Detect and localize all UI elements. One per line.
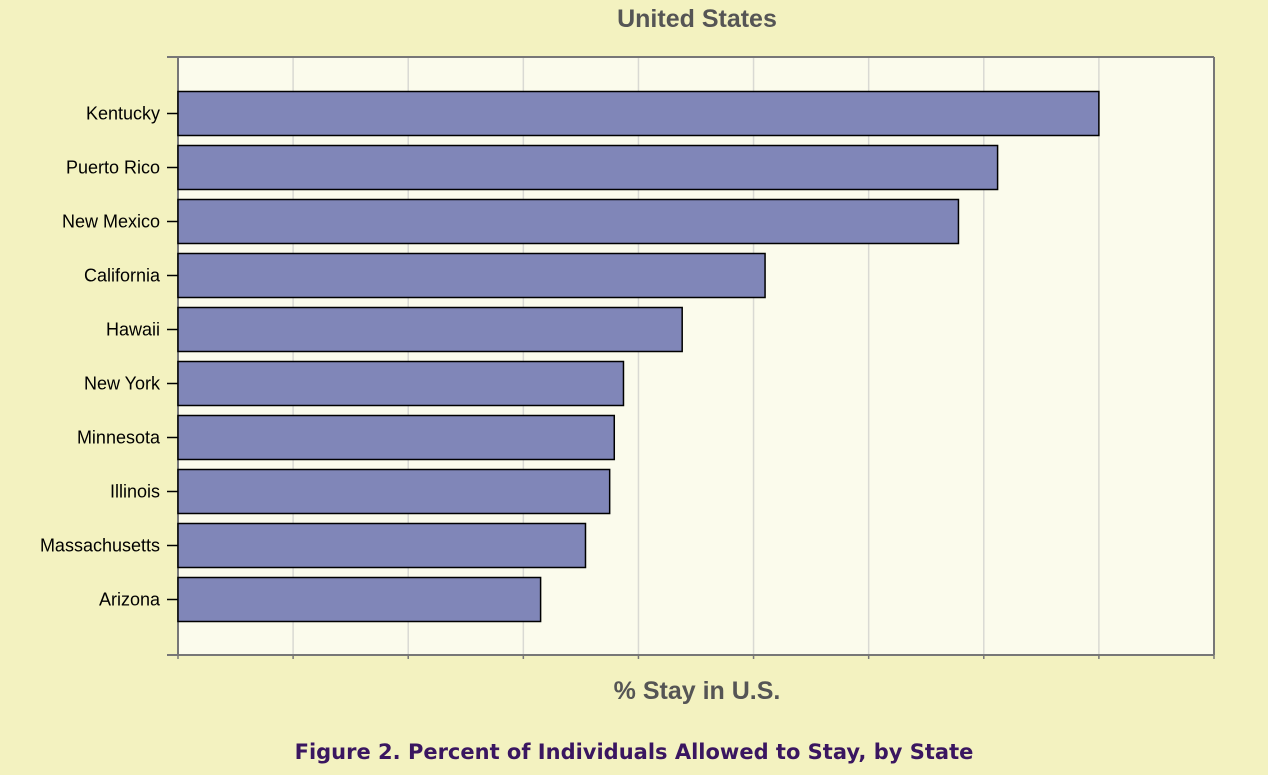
bars: [177, 90, 1100, 623]
bar: [177, 522, 587, 569]
bar: [177, 414, 616, 461]
category-label: Arizona: [99, 590, 161, 610]
category-label: Massachusetts: [40, 536, 160, 556]
category-label: Illinois: [110, 482, 160, 502]
chart-title: United States: [617, 5, 777, 33]
category-label: Minnesota: [77, 428, 161, 448]
bar: [177, 468, 611, 515]
bar-chart: United States Kentucky Puerto Rico New Mex…: [40, 5, 1215, 705]
bar: [177, 252, 766, 299]
category-label: New Mexico: [62, 212, 160, 232]
figure-caption: Figure 2. Percent of Individuals Allowed…: [294, 740, 974, 764]
bar: [177, 144, 999, 191]
category-labels: Kentucky Puerto Rico New Mexico California H…: [40, 104, 178, 610]
bar: [177, 576, 542, 623]
bar: [177, 360, 625, 407]
bar: [177, 90, 1100, 137]
category-label: Puerto Rico: [66, 158, 160, 178]
bar: [177, 198, 960, 245]
bar: [177, 306, 683, 353]
x-axis-label: % Stay in U.S.: [614, 677, 781, 705]
category-label: New York: [84, 374, 161, 394]
category-label: California: [84, 266, 161, 286]
category-label: Kentucky: [86, 104, 160, 124]
category-label: Hawaii: [106, 320, 160, 340]
